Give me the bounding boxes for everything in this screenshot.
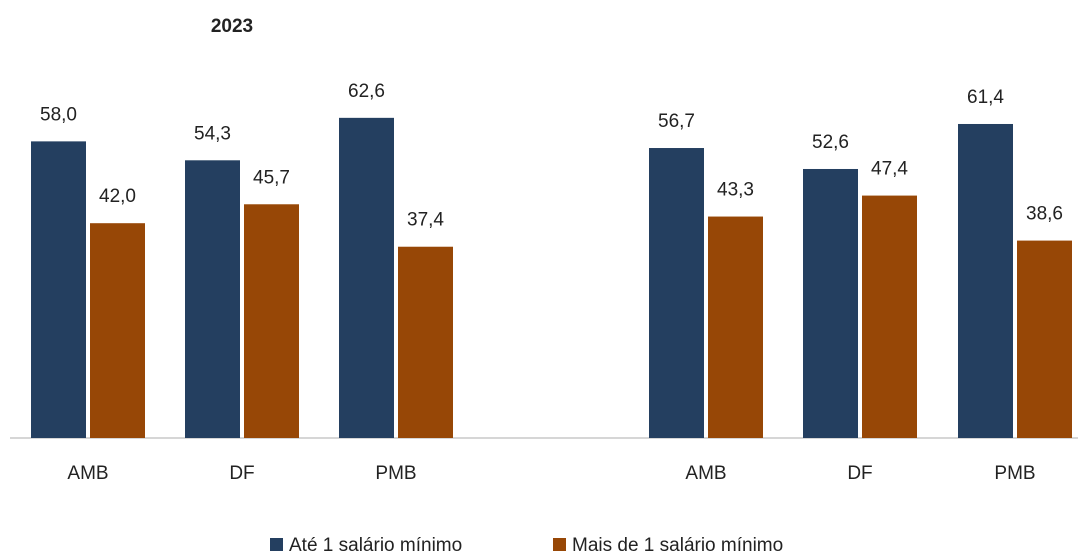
data-label: 42,0 bbox=[99, 186, 136, 207]
legend-label: Mais de 1 salário mínimo bbox=[572, 535, 783, 556]
legend-swatch bbox=[270, 538, 283, 551]
data-label: 47,4 bbox=[871, 159, 908, 180]
bar bbox=[185, 160, 240, 438]
x-tick-label: PMB bbox=[994, 463, 1035, 484]
x-tick-label: AMB bbox=[685, 463, 726, 484]
bar bbox=[31, 141, 86, 438]
bar bbox=[339, 117, 394, 439]
bar bbox=[244, 204, 299, 438]
data-label: 37,4 bbox=[407, 210, 444, 231]
bar bbox=[862, 195, 917, 438]
data-label: 43,3 bbox=[717, 180, 754, 201]
bar bbox=[649, 148, 704, 438]
data-label: 62,6 bbox=[348, 81, 385, 102]
data-label: 61,4 bbox=[967, 87, 1004, 108]
bar bbox=[958, 123, 1013, 439]
data-label: 45,7 bbox=[253, 167, 290, 188]
bar bbox=[1017, 240, 1072, 438]
legend-swatch bbox=[553, 538, 566, 551]
x-tick-label: DF bbox=[847, 463, 872, 484]
legend-label: Até 1 salário mínimo bbox=[289, 535, 462, 556]
bar bbox=[803, 168, 858, 438]
bar bbox=[708, 216, 763, 438]
x-tick-label: DF bbox=[229, 463, 254, 484]
data-label: 56,7 bbox=[658, 111, 695, 132]
x-tick-label: AMB bbox=[67, 463, 108, 484]
data-label: 38,6 bbox=[1026, 204, 1063, 225]
data-label: 52,6 bbox=[812, 132, 849, 153]
bar bbox=[90, 223, 145, 438]
data-label: 54,3 bbox=[194, 123, 231, 144]
chart-title: 2023 bbox=[211, 16, 253, 37]
bar bbox=[398, 246, 453, 438]
data-label: 58,0 bbox=[40, 104, 77, 125]
x-tick-label: PMB bbox=[375, 463, 416, 484]
